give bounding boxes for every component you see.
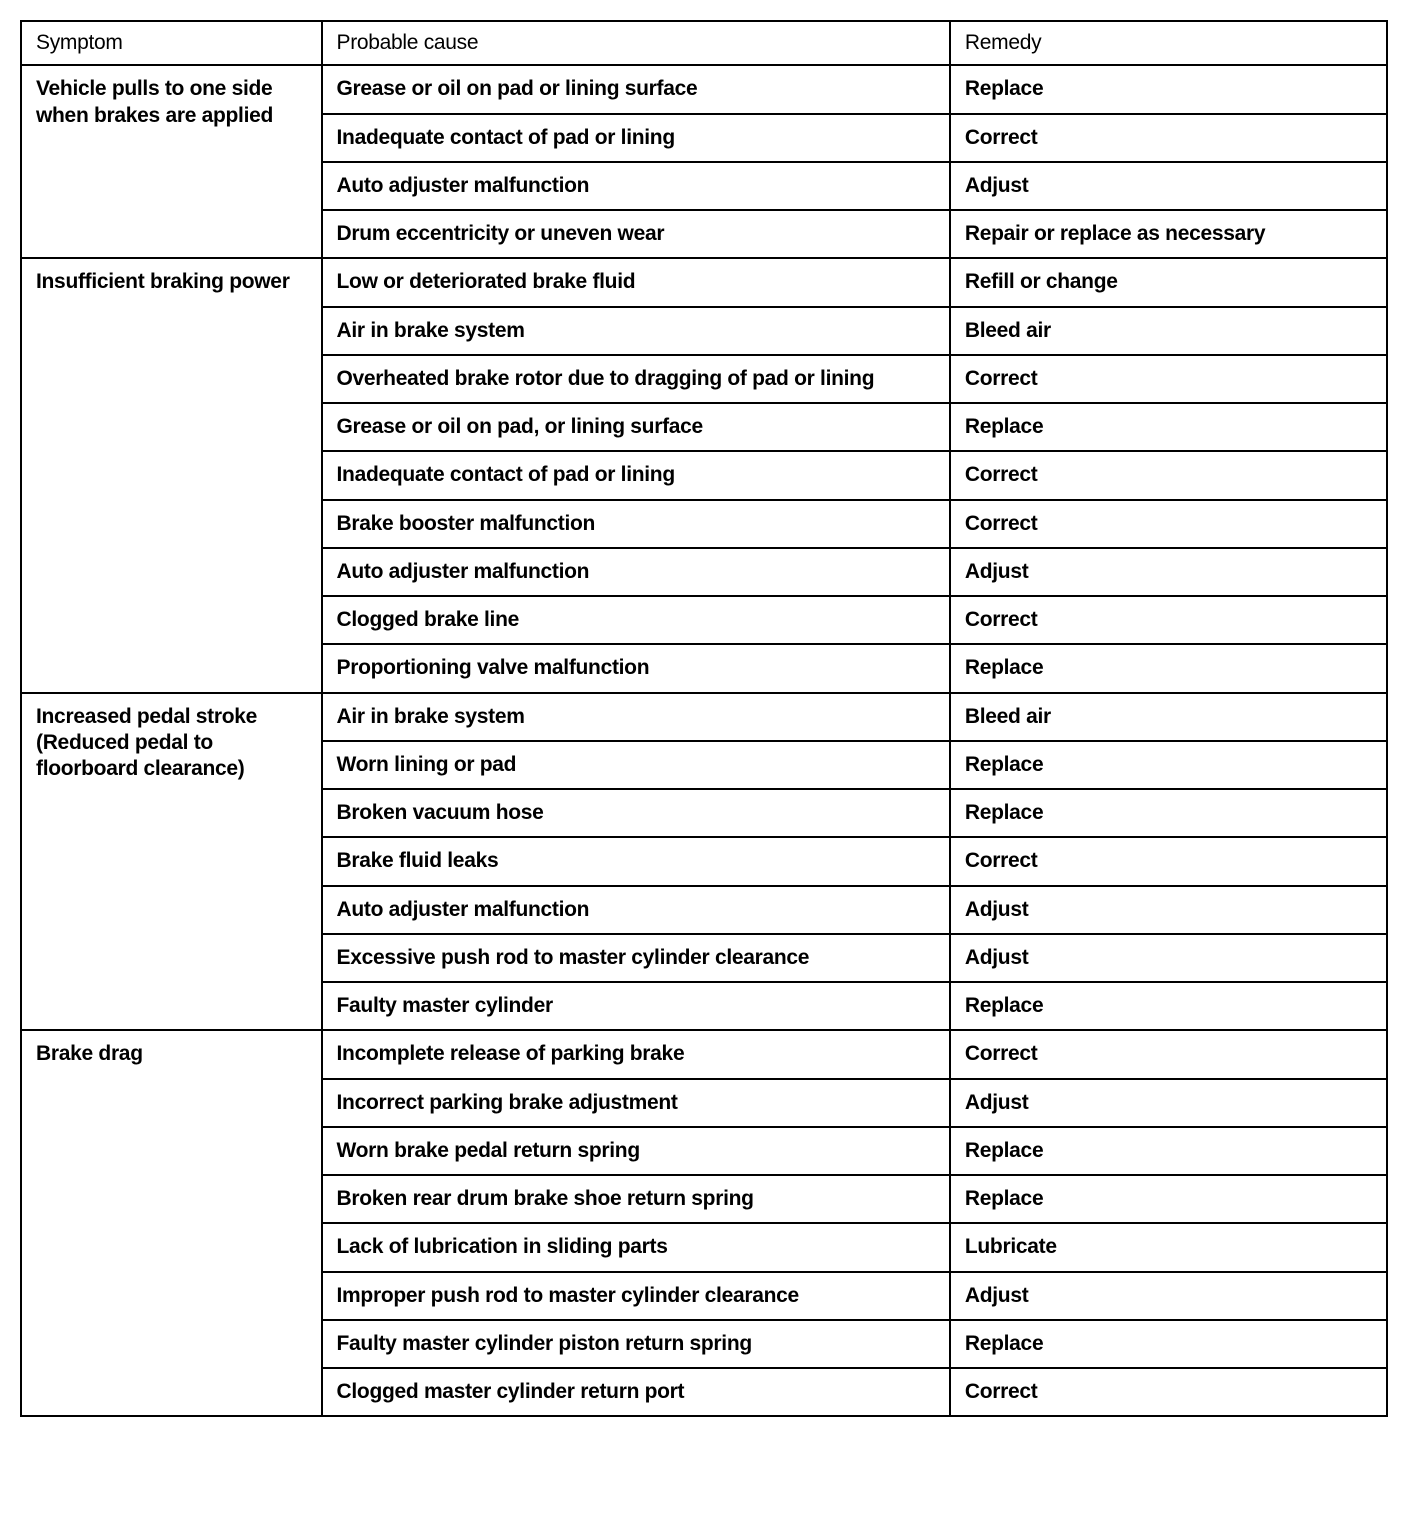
remedy-cell: Adjust [950,1079,1387,1127]
remedy-cell: Correct [950,1030,1387,1078]
cause-cell: Proportioning valve malfunction [322,644,950,692]
remedy-cell: Bleed air [950,307,1387,355]
remedy-cell: Correct [950,355,1387,403]
remedy-cell: Correct [950,451,1387,499]
cause-cell: Brake booster malfunction [322,500,950,548]
remedy-cell: Adjust [950,934,1387,982]
remedy-cell: Correct [950,114,1387,162]
remedy-cell: Repair or replace as necessary [950,210,1387,258]
remedy-cell: Correct [950,837,1387,885]
cause-cell: Auto adjuster malfunction [322,162,950,210]
table-row: Insufficient braking powerLow or deterio… [21,258,1387,306]
cause-cell: Auto adjuster malfunction [322,548,950,596]
remedy-cell: Adjust [950,162,1387,210]
table-row: Increased pedal stroke (Reduced pedal to… [21,693,1387,741]
cause-cell: Auto adjuster malfunction [322,886,950,934]
column-header-remedy: Remedy [950,21,1387,65]
column-header-cause: Probable cause [322,21,950,65]
table-body: Symptom Probable cause Remedy Vehicle pu… [21,21,1387,1416]
remedy-cell: Replace [950,65,1387,113]
cause-cell: Clogged brake line [322,596,950,644]
remedy-cell: Bleed air [950,693,1387,741]
cause-cell: Faulty master cylinder [322,982,950,1030]
table-row: Vehicle pulls to one side when brakes ar… [21,65,1387,113]
remedy-cell: Correct [950,500,1387,548]
cause-cell: Excessive push rod to master cylinder cl… [322,934,950,982]
remedy-cell: Replace [950,1127,1387,1175]
cause-cell: Worn lining or pad [322,741,950,789]
remedy-cell: Adjust [950,1272,1387,1320]
cause-cell: Air in brake system [322,307,950,355]
cause-cell: Low or deteriorated brake fluid [322,258,950,306]
table-row: Brake dragIncomplete release of parking … [21,1030,1387,1078]
cause-cell: Overheated brake rotor due to dragging o… [322,355,950,403]
cause-cell: Faulty master cylinder piston return spr… [322,1320,950,1368]
cause-cell: Grease or oil on pad or lining surface [322,65,950,113]
cause-cell: Air in brake system [322,693,950,741]
remedy-cell: Replace [950,403,1387,451]
cause-cell: Grease or oil on pad, or lining surface [322,403,950,451]
cause-cell: Brake fluid leaks [322,837,950,885]
remedy-cell: Adjust [950,548,1387,596]
symptom-cell: Vehicle pulls to one side when brakes ar… [21,65,322,258]
cause-cell: Inadequate contact of pad or lining [322,114,950,162]
cause-cell: Clogged master cylinder return port [322,1368,950,1416]
column-header-symptom: Symptom [21,21,322,65]
symptom-cell: Insufficient braking power [21,258,322,692]
remedy-cell: Refill or change [950,258,1387,306]
symptom-cell: Increased pedal stroke (Reduced pedal to… [21,693,322,1031]
cause-cell: Broken rear drum brake shoe return sprin… [322,1175,950,1223]
remedy-cell: Replace [950,789,1387,837]
remedy-cell: Replace [950,1320,1387,1368]
symptom-cell: Brake drag [21,1030,322,1416]
cause-cell: Incomplete release of parking brake [322,1030,950,1078]
table-header-row: Symptom Probable cause Remedy [21,21,1387,65]
remedy-cell: Correct [950,596,1387,644]
remedy-cell: Adjust [950,886,1387,934]
remedy-cell: Replace [950,1175,1387,1223]
remedy-cell: Replace [950,644,1387,692]
remedy-cell: Lubricate [950,1223,1387,1271]
remedy-cell: Correct [950,1368,1387,1416]
cause-cell: Broken vacuum hose [322,789,950,837]
cause-cell: Drum eccentricity or uneven wear [322,210,950,258]
cause-cell: Incorrect parking brake adjustment [322,1079,950,1127]
remedy-cell: Replace [950,982,1387,1030]
cause-cell: Inadequate contact of pad or lining [322,451,950,499]
cause-cell: Improper push rod to master cylinder cle… [322,1272,950,1320]
troubleshooting-table: Symptom Probable cause Remedy Vehicle pu… [20,20,1388,1417]
cause-cell: Worn brake pedal return spring [322,1127,950,1175]
cause-cell: Lack of lubrication in sliding parts [322,1223,950,1271]
remedy-cell: Replace [950,741,1387,789]
